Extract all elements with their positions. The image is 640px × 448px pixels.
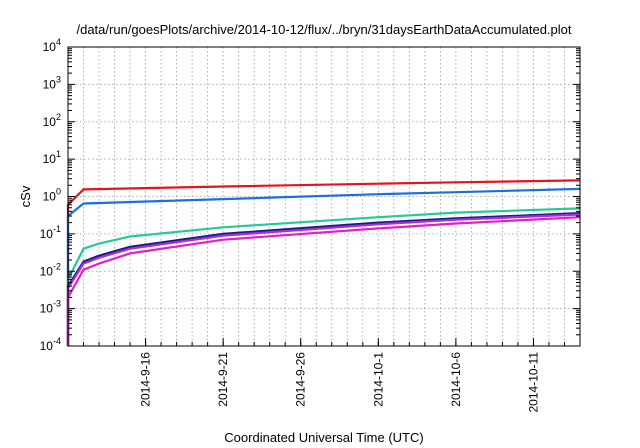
y-tick-label: 10-2 xyxy=(40,261,61,278)
series-line-1 xyxy=(66,179,581,346)
chart-title: /data/run/goesPlots/archive/2014-10-12/f… xyxy=(76,22,571,37)
y-tick-label: 10-3 xyxy=(40,299,61,316)
x-tick-label: 2014-9-26 xyxy=(294,352,308,407)
y-tick-label: 102 xyxy=(43,112,61,129)
x-tick-label: 2014-10-1 xyxy=(371,352,385,407)
x-axis-ticks: 2014-9-16 2014-9-21 2014-9-26 2014-10-1 2014… xyxy=(83,338,565,413)
series-line-3 xyxy=(66,207,581,346)
y-axis-ticks: 10-4 10-3 10-2 10-1 100 101 102 103 104 xyxy=(40,37,580,353)
series-layer xyxy=(66,179,581,346)
y-tick-label: 10-4 xyxy=(40,336,61,353)
x-tick-label: 2014-9-21 xyxy=(216,352,230,407)
series-line-6 xyxy=(66,216,581,346)
x-axis-label: Coordinated Universal Time (UTC) xyxy=(224,430,423,445)
y-tick-label: 101 xyxy=(43,149,61,166)
x-tick-label: 2014-10-6 xyxy=(449,352,463,407)
series-line-4 xyxy=(66,212,581,346)
y-tick-label: 10-1 xyxy=(40,224,61,241)
series-line-2 xyxy=(66,187,581,346)
y-tick-label: 100 xyxy=(43,187,61,204)
x-tick-label: 2014-9-16 xyxy=(139,352,153,407)
x-tick-label: 2014-10-11 xyxy=(526,352,540,413)
y-axis-label: cSv xyxy=(18,185,33,207)
series-line-5 xyxy=(66,213,581,346)
y-tick-label: 103 xyxy=(43,74,61,91)
y-tick-label: 104 xyxy=(43,37,61,54)
